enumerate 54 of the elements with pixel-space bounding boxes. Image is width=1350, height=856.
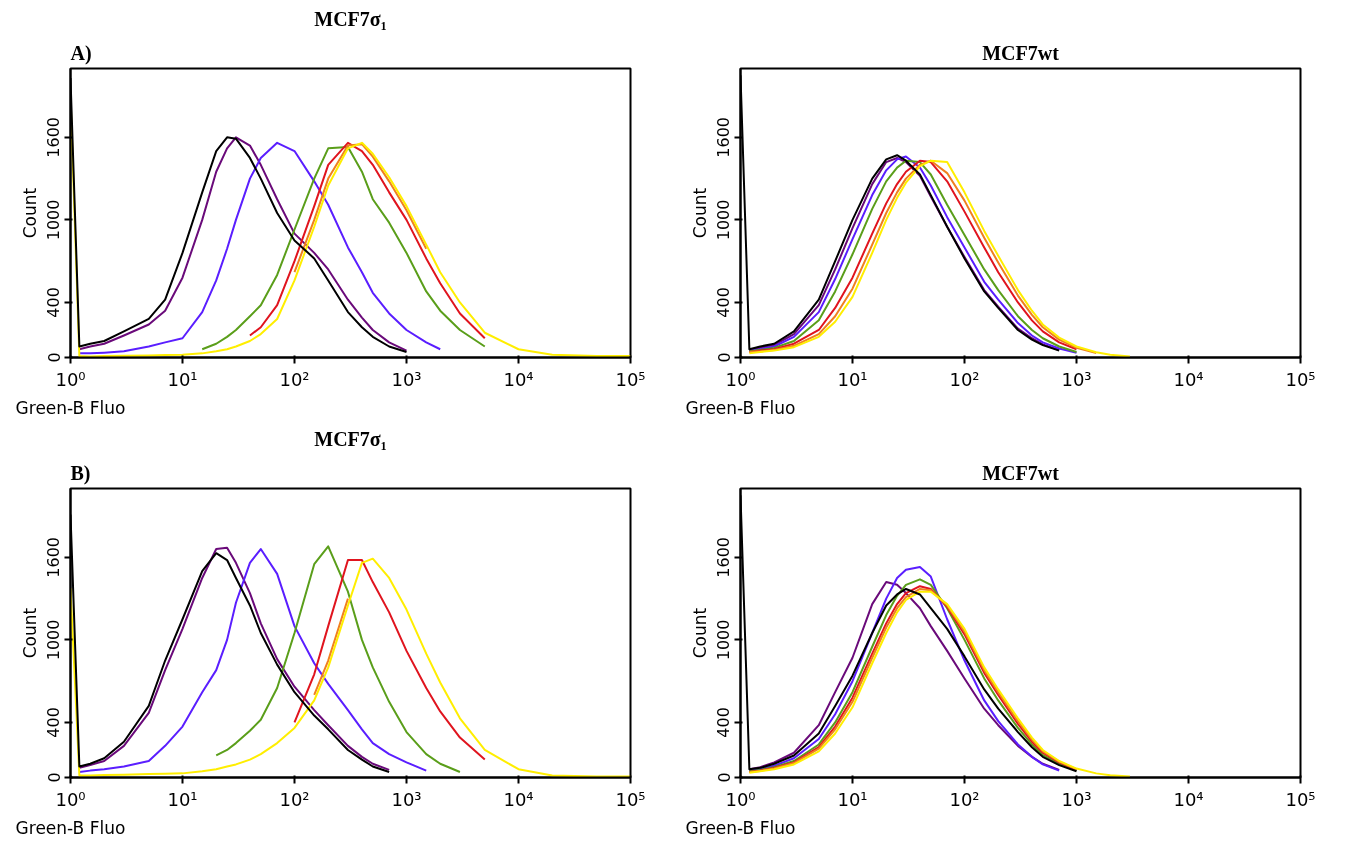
x-tick-label: 10¹ [167,788,198,810]
x-axis-title: Green-B Fluo [15,397,126,418]
y-tick-label: 1000 [44,199,64,241]
x-tick-label: 10² [279,788,310,810]
y-tick-label: 400 [44,287,64,318]
y-axis-title: Count [689,607,710,659]
chart-title: MCF7wt [982,461,1060,484]
y-tick-label: 400 [714,287,734,318]
y-tick-label: 400 [44,707,64,738]
y-tick-label: 1600 [714,116,734,158]
text: B) [70,461,91,485]
x-tick-label: 10³ [391,788,422,810]
x-tick-label: 10⁵ [1285,368,1316,390]
x-tick-label: 10³ [1061,788,1092,810]
chart-title: MCF7σ₁ [314,427,387,450]
y-tick-label: 0 [44,352,64,363]
x-tick-label: 10¹ [837,368,868,390]
x-axis-title: Green-B Fluo [15,817,126,838]
x-tick-label: 10² [279,368,310,390]
y-tick-label: 1000 [714,199,734,241]
x-tick-label: 10³ [1061,368,1092,390]
y-tick-label: 1600 [44,536,64,578]
x-tick-label: 10⁵ [615,368,646,390]
x-tick-label: 10⁰ [55,368,86,390]
y-tick-label: 1000 [714,619,734,661]
y-axis-title: Count [19,607,40,659]
x-axis-title: Green-B Fluo [685,397,796,418]
x-tick-label: 10⁰ [725,788,756,810]
y-tick-label: 400 [714,707,734,738]
y-tick-label: 0 [44,772,64,783]
x-tick-label: 10¹ [167,368,198,390]
x-tick-label: 10⁴ [503,788,534,810]
x-tick-label: 10⁴ [1173,788,1204,810]
x-tick-label: 10³ [391,368,422,390]
x-tick-label: 10⁵ [615,788,646,810]
y-axis-title: Count [689,187,710,239]
x-tick-label: 10² [949,788,980,810]
chart-title: MCF7σ₁ [314,7,387,30]
x-tick-label: 10⁰ [55,788,86,810]
y-tick-label: 1600 [44,116,64,158]
x-axis-title: Green-B Fluo [685,817,796,838]
chart-title: MCF7wt [982,41,1060,64]
x-tick-label: 10¹ [837,788,868,810]
y-tick-label: 0 [714,772,734,783]
y-tick-label: 0 [714,352,734,363]
y-tick-label: 1000 [44,619,64,661]
y-axis-title: Count [19,187,40,239]
x-tick-label: 10⁴ [503,368,534,390]
x-tick-label: 10⁵ [1285,788,1316,810]
x-tick-label: 10⁴ [1173,368,1204,390]
x-tick-label: 10⁰ [725,368,756,390]
y-tick-label: 1600 [714,536,734,578]
text: A) [70,41,92,65]
x-tick-label: 10² [949,368,980,390]
